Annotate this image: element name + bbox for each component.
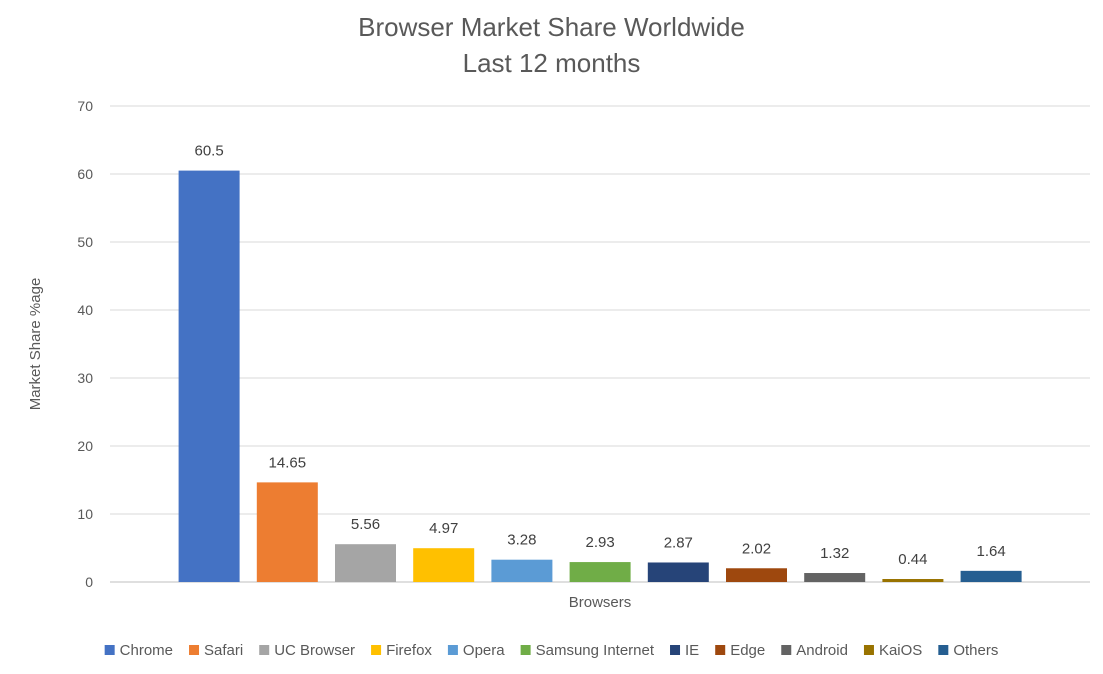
legend-swatch <box>447 645 458 655</box>
y-tick-label: 10 <box>77 506 93 522</box>
legend-swatch <box>259 645 270 655</box>
data-label: 4.97 <box>429 520 458 537</box>
y-tick-label: 0 <box>85 574 93 590</box>
legend-label: IE <box>685 642 699 659</box>
bar-edge <box>726 568 787 582</box>
data-label: 3.28 <box>507 532 536 549</box>
legend-swatch <box>781 645 792 655</box>
legend-label: Edge <box>730 642 765 659</box>
legend-swatch <box>104 645 115 655</box>
data-label: 14.65 <box>269 454 307 471</box>
data-label: 1.32 <box>820 545 849 562</box>
legend-label: Firefox <box>386 642 432 659</box>
bar-others <box>960 570 1022 582</box>
chart-title: Browser Market Share Worldwide <box>358 12 745 42</box>
bar-kaios <box>882 579 944 582</box>
data-label: 0.44 <box>898 551 927 568</box>
legend-label: Chrome <box>120 642 173 659</box>
legend-swatch <box>520 645 531 655</box>
legend-label: Others <box>953 642 998 659</box>
legend-label: Android <box>796 642 848 659</box>
y-tick-label: 70 <box>77 98 93 114</box>
data-label: 2.02 <box>742 540 771 557</box>
bar-samsung-internet <box>569 562 631 582</box>
data-label: 1.64 <box>976 543 1005 560</box>
legend-swatch <box>715 645 726 655</box>
bar-chrome <box>178 170 240 582</box>
x-axis-title: Browsers <box>569 594 632 611</box>
legend-swatch <box>938 645 949 655</box>
chart-subtitle: Last 12 months <box>462 48 641 78</box>
data-label: 5.56 <box>351 516 380 533</box>
bar-uc-browser <box>335 544 396 582</box>
y-axis-title: Market Share %age <box>27 278 44 411</box>
legend-swatch <box>189 645 200 655</box>
data-label: 2.87 <box>664 534 693 551</box>
legend-swatch <box>371 645 382 655</box>
bar-opera <box>491 559 553 582</box>
bar-android <box>804 573 866 582</box>
y-tick-label: 40 <box>77 302 93 318</box>
bar-ie <box>647 562 709 582</box>
legend-swatch <box>670 645 681 655</box>
data-label: 60.5 <box>194 143 223 160</box>
legend-label: Safari <box>204 642 243 659</box>
legend-label: Opera <box>463 642 505 659</box>
legend-label: KaiOS <box>879 642 922 659</box>
legend-label: UC Browser <box>274 642 355 659</box>
y-tick-label: 20 <box>77 438 93 454</box>
data-label: 2.93 <box>585 534 614 551</box>
y-tick-label: 60 <box>77 166 93 182</box>
bar-firefox <box>413 548 475 582</box>
y-tick-label: 30 <box>77 370 93 386</box>
legend-label: Samsung Internet <box>536 642 655 659</box>
legend-swatch <box>863 645 874 655</box>
y-tick-label: 50 <box>77 234 93 250</box>
bar-safari <box>256 482 318 582</box>
